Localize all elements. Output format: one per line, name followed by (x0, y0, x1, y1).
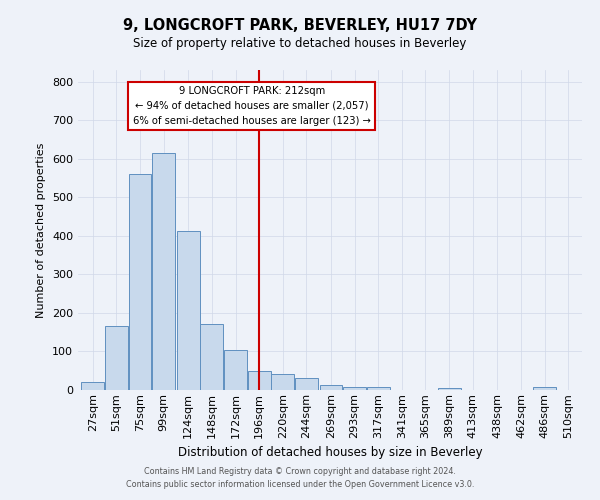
Bar (320, 384, 343, 390)
Bar (343, 386, 366, 390)
Bar (437, 388, 461, 390)
Text: Contains HM Land Registry data © Crown copyright and database right 2024.: Contains HM Land Registry data © Crown c… (144, 467, 456, 476)
Bar (271, 374, 294, 390)
Text: Contains public sector information licensed under the Open Government Licence v3: Contains public sector information licen… (126, 480, 474, 489)
Bar (295, 378, 318, 390)
Bar (533, 387, 556, 390)
Bar (152, 153, 175, 390)
Bar (248, 370, 271, 390)
Bar (367, 388, 389, 390)
Bar (105, 326, 128, 390)
Text: 9, LONGCROFT PARK, BEVERLEY, HU17 7DY: 9, LONGCROFT PARK, BEVERLEY, HU17 7DY (123, 18, 477, 32)
Text: 9 LONGCROFT PARK: 212sqm
← 94% of detached houses are smaller (2,057)
6% of semi: 9 LONGCROFT PARK: 212sqm ← 94% of detach… (133, 86, 371, 126)
X-axis label: Distribution of detached houses by size in Beverley: Distribution of detached houses by size … (178, 446, 482, 459)
Bar (128, 174, 151, 390)
Bar (82, 382, 104, 390)
Bar (224, 350, 247, 390)
Text: Size of property relative to detached houses in Beverley: Size of property relative to detached ho… (133, 38, 467, 51)
Bar (200, 324, 223, 390)
Y-axis label: Number of detached properties: Number of detached properties (37, 142, 46, 318)
Bar (177, 231, 200, 390)
